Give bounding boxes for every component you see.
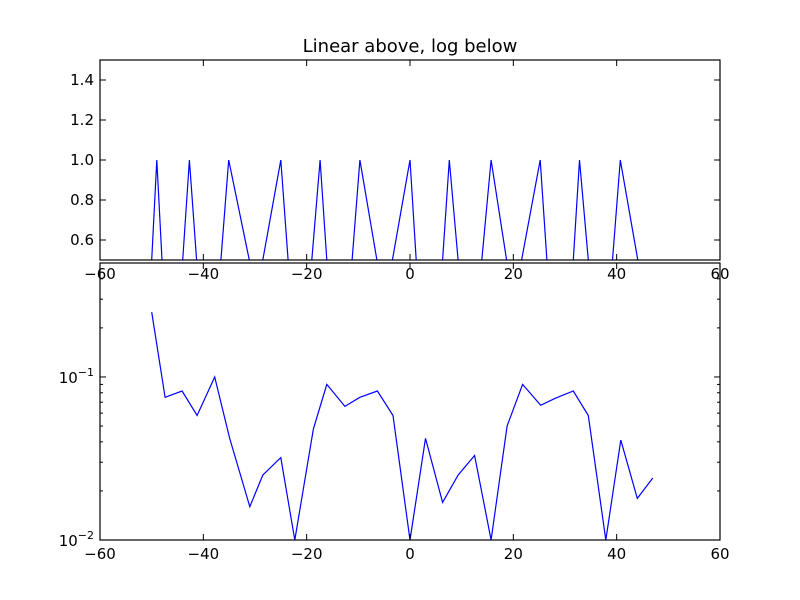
top-x-axis: −60 −40 −20 0 20 40 60 — [84, 60, 730, 283]
top-y-tick-label: 0.8 — [70, 191, 94, 209]
bottom-x-axis: −60 −40 −20 0 20 40 60 — [84, 263, 730, 563]
bottom-x-tick-label: 20 — [504, 545, 523, 563]
bottom-y-tick-label: 10−1 — [59, 366, 94, 387]
bottom-x-tick-label: −60 — [84, 545, 116, 563]
top-y-tick-label: 0.6 — [70, 231, 94, 249]
top-y-tick-label: 1.4 — [70, 71, 94, 89]
bottom-y-axis: 10−1 10−2 — [59, 262, 720, 550]
top-axes: −60 −40 −20 0 20 40 60 0.60.81.01.21.4 — [70, 59, 730, 283]
chart-title: Linear above, log below — [303, 36, 518, 57]
top-x-tick-label: 20 — [504, 265, 523, 283]
top-y-axis: 0.6 0.8 1.0 1.2 1.4 — [70, 71, 720, 249]
bottom-data-line — [151, 312, 654, 541]
top-y-tick-label: 1.2 — [70, 111, 94, 129]
bottom-x-tick-label: 40 — [607, 545, 626, 563]
top-y-tick-label: 1.0 — [70, 151, 94, 169]
bottom-x-tick-label: 60 — [710, 545, 729, 563]
bottom-axes: −60 −40 −20 0 20 40 60 10−1 10−2 — [59, 262, 730, 563]
bottom-x-tick-label: −20 — [291, 545, 323, 563]
bottom-x-tick-label: −40 — [188, 545, 220, 563]
bottom-y-tick-label: 10−2 — [59, 529, 94, 550]
top-x-tick-label: 0 — [405, 265, 415, 283]
bottom-series-line — [151, 312, 654, 541]
top-x-tick-label: −40 — [188, 265, 220, 283]
top-x-tick-label: 40 — [607, 265, 626, 283]
bottom-x-tick-label: 0 — [405, 545, 415, 563]
top-x-tick-label: −20 — [291, 265, 323, 283]
